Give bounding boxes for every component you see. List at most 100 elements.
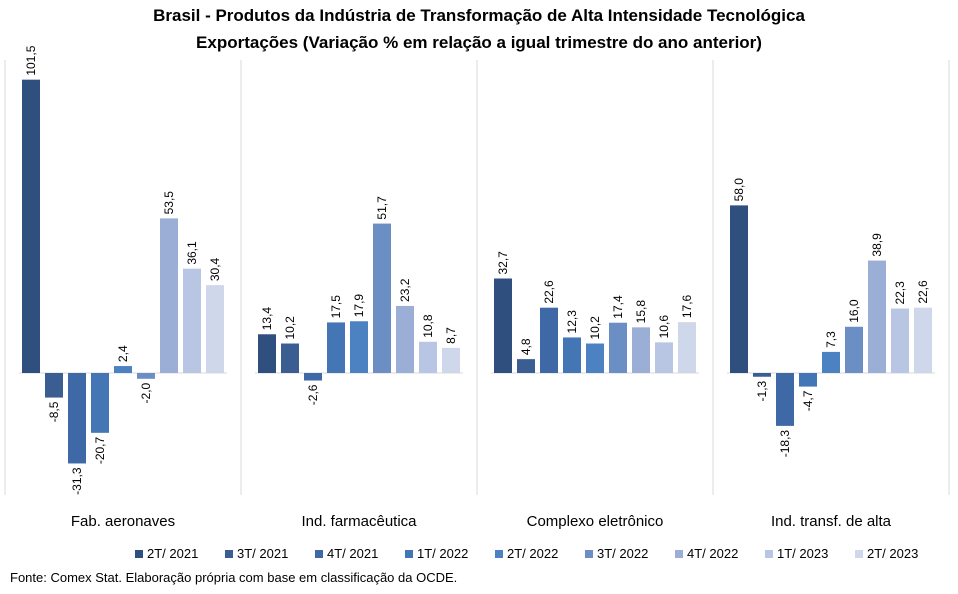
bar [183, 268, 201, 373]
bar [891, 308, 909, 373]
data-label: 30,4 [208, 257, 222, 281]
bar [494, 278, 512, 373]
bar [419, 341, 437, 373]
bar [206, 285, 224, 373]
data-label: 7,3 [824, 331, 838, 348]
bar [137, 373, 155, 379]
data-label: 16,0 [847, 299, 861, 323]
legend-label: 3T/ 2022 [597, 546, 649, 561]
data-label: -4,7 [801, 390, 815, 411]
legend-item: 4T/ 2022 [675, 546, 738, 561]
data-label: 17,6 [680, 294, 694, 318]
bar [730, 205, 748, 373]
bar [753, 373, 771, 377]
data-label: 17,5 [329, 295, 343, 319]
data-label: -2,0 [139, 382, 153, 403]
legend-item: 3T/ 2022 [585, 546, 648, 561]
legend-swatch [855, 549, 863, 558]
bar [609, 322, 627, 373]
legend-label: 2T/ 2021 [147, 546, 199, 561]
bar [373, 223, 391, 373]
legend-swatch [315, 549, 323, 558]
legend-item: 1T/ 2022 [405, 546, 468, 561]
legend-swatch [405, 549, 413, 558]
legend-label: 2T/ 2023 [867, 546, 919, 561]
legend-swatch [765, 549, 773, 558]
legend-label: 2T/ 2022 [507, 546, 559, 561]
bar [799, 373, 817, 387]
bar [868, 260, 886, 373]
bar [281, 343, 299, 373]
legend-swatch [135, 549, 143, 558]
bar [540, 307, 558, 373]
legend-swatch [675, 549, 683, 558]
data-label: 22,6 [916, 280, 930, 304]
data-label: 8,7 [444, 327, 458, 344]
data-label: 58,0 [732, 178, 746, 202]
chart-title-line2: Exportações (Variação % em relação a igu… [196, 33, 762, 52]
bar [350, 321, 368, 373]
legend-label: 1T/ 2023 [777, 546, 829, 561]
data-label: -31,3 [70, 467, 84, 495]
bar [258, 334, 276, 373]
bar [845, 326, 863, 373]
data-label: -20,7 [93, 437, 107, 465]
data-label: 17,9 [352, 294, 366, 318]
data-label: 10,8 [421, 314, 435, 338]
legend-label: 3T/ 2021 [237, 546, 289, 561]
bar [822, 351, 840, 373]
data-label: -2,6 [306, 384, 320, 405]
legend-item: 4T/ 2021 [315, 546, 378, 561]
bar [45, 373, 63, 398]
legend-label: 4T/ 2022 [687, 546, 739, 561]
data-label: -1,3 [755, 380, 769, 401]
bar [304, 373, 322, 381]
legend-item: 2T/ 2022 [495, 546, 558, 561]
legend-item: 2T/ 2023 [855, 546, 918, 561]
legend-swatch [225, 549, 233, 558]
source-note: Fonte: Comex Stat. Elaboração própria co… [10, 570, 458, 585]
data-label: 22,3 [893, 281, 907, 305]
data-label: 22,6 [542, 280, 556, 304]
data-label: 13,4 [260, 307, 274, 331]
chart-title-line1: Brasil - Produtos da Indústria de Transf… [153, 6, 805, 25]
legend-swatch [495, 549, 503, 558]
data-label: 10,2 [588, 316, 602, 340]
legend-item: 1T/ 2023 [765, 546, 828, 561]
data-label: 38,9 [870, 233, 884, 257]
category-label: Complexo eletrônico [527, 513, 664, 530]
data-label: 23,2 [398, 278, 412, 302]
category-label: Ind. transf. de alta [771, 513, 892, 530]
bar [442, 347, 460, 373]
bar [914, 307, 932, 373]
bar [776, 373, 794, 426]
data-label: 15,8 [634, 300, 648, 324]
data-label: 32,7 [496, 251, 510, 275]
data-label: 51,7 [375, 196, 389, 220]
bar [114, 366, 132, 373]
category-label: Fab. aeronaves [71, 513, 175, 530]
bar [327, 322, 345, 373]
chart-plot: 101,5 -8,5 -31,3 -20,7 2,4 -2,0 53,5 36,1 30,4 Fa… [4, 45, 950, 530]
bar [563, 337, 581, 373]
legend-swatch [585, 549, 593, 558]
data-label: 10,2 [283, 316, 297, 340]
chart-legend: 2T/ 2021 3T/ 2021 4T/ 2021 1T/ 2022 2T/ 2022… [0, 546, 958, 566]
data-label: 4,8 [519, 338, 533, 355]
bar [91, 373, 109, 433]
legend-label: 1T/ 2022 [417, 546, 469, 561]
bar [160, 218, 178, 373]
legend-item: 2T/ 2021 [135, 546, 198, 561]
bar [655, 342, 673, 373]
bar [517, 359, 535, 373]
category-label: Ind. farmacêutica [301, 513, 417, 530]
data-label: -18,3 [778, 430, 792, 458]
data-label: 17,4 [611, 295, 625, 319]
bar [22, 79, 40, 373]
legend-item: 3T/ 2021 [225, 546, 288, 561]
bar [632, 327, 650, 373]
legend-label: 4T/ 2021 [327, 546, 379, 561]
bar [68, 373, 86, 464]
data-label: 101,5 [24, 45, 38, 75]
data-label: 10,6 [657, 315, 671, 339]
